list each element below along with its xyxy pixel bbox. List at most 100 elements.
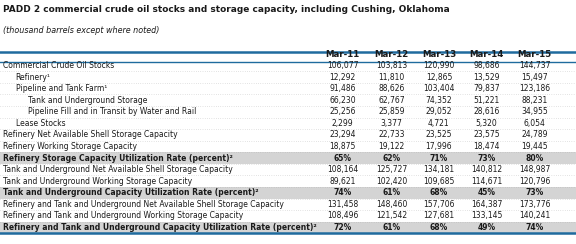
Text: 11,810: 11,810	[378, 73, 405, 82]
Text: 74,352: 74,352	[426, 96, 452, 105]
Text: 25,256: 25,256	[329, 107, 356, 116]
Text: 74%: 74%	[334, 188, 352, 197]
Text: 61%: 61%	[382, 223, 401, 232]
Text: Mar-11: Mar-11	[325, 50, 360, 59]
Text: 73%: 73%	[525, 188, 544, 197]
Text: 123,186: 123,186	[519, 84, 550, 93]
Text: 29,052: 29,052	[426, 107, 452, 116]
Text: Refinery and Tank and Underground Working Storage Capacity: Refinery and Tank and Underground Workin…	[3, 212, 243, 221]
Text: 109,685: 109,685	[423, 177, 454, 186]
Text: Mar-15: Mar-15	[517, 50, 552, 59]
Text: 62%: 62%	[382, 154, 401, 163]
Text: 106,077: 106,077	[327, 61, 358, 70]
Text: 157,706: 157,706	[423, 200, 454, 209]
Text: 49%: 49%	[478, 223, 496, 232]
Text: Tank and Underground Storage: Tank and Underground Storage	[28, 96, 147, 105]
Text: 23,575: 23,575	[473, 131, 500, 140]
Text: 23,525: 23,525	[426, 131, 452, 140]
Text: 19,445: 19,445	[521, 142, 548, 151]
Text: 2,299: 2,299	[332, 119, 354, 128]
Text: 51,221: 51,221	[473, 96, 500, 105]
Bar	[0, 152, 576, 164]
Text: 65%: 65%	[334, 154, 352, 163]
Text: 68%: 68%	[430, 223, 448, 232]
Text: 114,671: 114,671	[471, 177, 502, 186]
Text: 140,241: 140,241	[519, 212, 550, 221]
Text: 18,875: 18,875	[329, 142, 356, 151]
Text: 133,145: 133,145	[471, 212, 502, 221]
Text: 144,737: 144,737	[519, 61, 550, 70]
Text: 79,837: 79,837	[473, 84, 500, 93]
Text: Tank and Underground Capacity Utilization Rate (percent)²: Tank and Underground Capacity Utilizatio…	[3, 188, 259, 197]
Text: 72%: 72%	[334, 223, 352, 232]
Text: (thousand barrels except where noted): (thousand barrels except where noted)	[3, 26, 159, 35]
Text: 80%: 80%	[525, 154, 544, 163]
Text: 17,996: 17,996	[426, 142, 452, 151]
Text: Pipeline Fill and in Transit by Water and Rail: Pipeline Fill and in Transit by Water an…	[28, 107, 196, 116]
Text: 102,420: 102,420	[376, 177, 407, 186]
Text: 71%: 71%	[430, 154, 448, 163]
Text: 28,616: 28,616	[473, 107, 500, 116]
Text: 22,733: 22,733	[378, 131, 405, 140]
Text: 173,776: 173,776	[519, 200, 550, 209]
Text: Pipeline and Tank Farm¹: Pipeline and Tank Farm¹	[16, 84, 107, 93]
Text: Commercial Crude Oil Stocks: Commercial Crude Oil Stocks	[3, 61, 114, 70]
Text: 89,621: 89,621	[329, 177, 356, 186]
Text: 19,122: 19,122	[378, 142, 405, 151]
Text: 108,164: 108,164	[327, 165, 358, 174]
Text: 73%: 73%	[478, 154, 496, 163]
Text: 121,542: 121,542	[376, 212, 407, 221]
Text: 25,859: 25,859	[378, 107, 405, 116]
Text: Tank and Underground Net Available Shell Storage Capacity: Tank and Underground Net Available Shell…	[3, 165, 233, 174]
Text: 12,292: 12,292	[329, 73, 356, 82]
Text: 6,054: 6,054	[524, 119, 545, 128]
Text: 5,320: 5,320	[476, 119, 498, 128]
Text: Refinery Working Storage Capacity: Refinery Working Storage Capacity	[3, 142, 137, 151]
Text: 4,721: 4,721	[428, 119, 450, 128]
Text: 127,681: 127,681	[423, 212, 454, 221]
Text: 103,813: 103,813	[376, 61, 407, 70]
Text: 134,181: 134,181	[423, 165, 454, 174]
Text: 131,458: 131,458	[327, 200, 358, 209]
Text: 61%: 61%	[382, 188, 401, 197]
Text: 12,865: 12,865	[426, 73, 452, 82]
Text: 108,496: 108,496	[327, 212, 358, 221]
Text: 23,294: 23,294	[329, 131, 356, 140]
Text: 15,497: 15,497	[521, 73, 548, 82]
Text: Mar-14: Mar-14	[469, 50, 504, 59]
Text: 68%: 68%	[430, 188, 448, 197]
Text: 148,460: 148,460	[376, 200, 407, 209]
Text: 24,789: 24,789	[521, 131, 548, 140]
Text: Refinery Storage Capacity Utilization Rate (percent)²: Refinery Storage Capacity Utilization Ra…	[3, 154, 233, 163]
Text: 98,686: 98,686	[473, 61, 500, 70]
Text: 34,955: 34,955	[521, 107, 548, 116]
Text: 66,230: 66,230	[329, 96, 356, 105]
Text: 74%: 74%	[525, 223, 544, 232]
Text: 140,812: 140,812	[471, 165, 502, 174]
Text: 88,231: 88,231	[521, 96, 548, 105]
Text: 88,626: 88,626	[378, 84, 405, 93]
Text: 125,727: 125,727	[376, 165, 407, 174]
Text: 120,796: 120,796	[519, 177, 550, 186]
Text: Refinery¹: Refinery¹	[16, 73, 51, 82]
Text: Tank and Underground Working Storage Capacity: Tank and Underground Working Storage Cap…	[3, 177, 192, 186]
Text: 62,767: 62,767	[378, 96, 405, 105]
Text: 13,529: 13,529	[473, 73, 500, 82]
Text: 148,987: 148,987	[519, 165, 550, 174]
Text: 18,474: 18,474	[473, 142, 500, 151]
Text: Mar-12: Mar-12	[374, 50, 409, 59]
Text: PADD 2 commercial crude oil stocks and storage capacity, including Cushing, Okla: PADD 2 commercial crude oil stocks and s…	[3, 5, 450, 14]
Text: Mar-13: Mar-13	[422, 50, 456, 59]
Text: Refinery and Tank and Underground Net Available Shell Storage Capacity: Refinery and Tank and Underground Net Av…	[3, 200, 284, 209]
Text: Lease Stocks: Lease Stocks	[16, 119, 65, 128]
Bar	[0, 187, 576, 199]
Bar	[0, 222, 576, 233]
Text: 45%: 45%	[478, 188, 496, 197]
Text: 164,387: 164,387	[471, 200, 502, 209]
Text: 120,990: 120,990	[423, 61, 454, 70]
Text: 3,377: 3,377	[381, 119, 403, 128]
Text: Refinery Net Available Shell Storage Capacity: Refinery Net Available Shell Storage Cap…	[3, 131, 177, 140]
Text: 103,404: 103,404	[423, 84, 454, 93]
Text: 91,486: 91,486	[329, 84, 356, 93]
Text: Refinery and Tank and Underground Capacity Utilization Rate (percent)²: Refinery and Tank and Underground Capaci…	[3, 223, 317, 232]
